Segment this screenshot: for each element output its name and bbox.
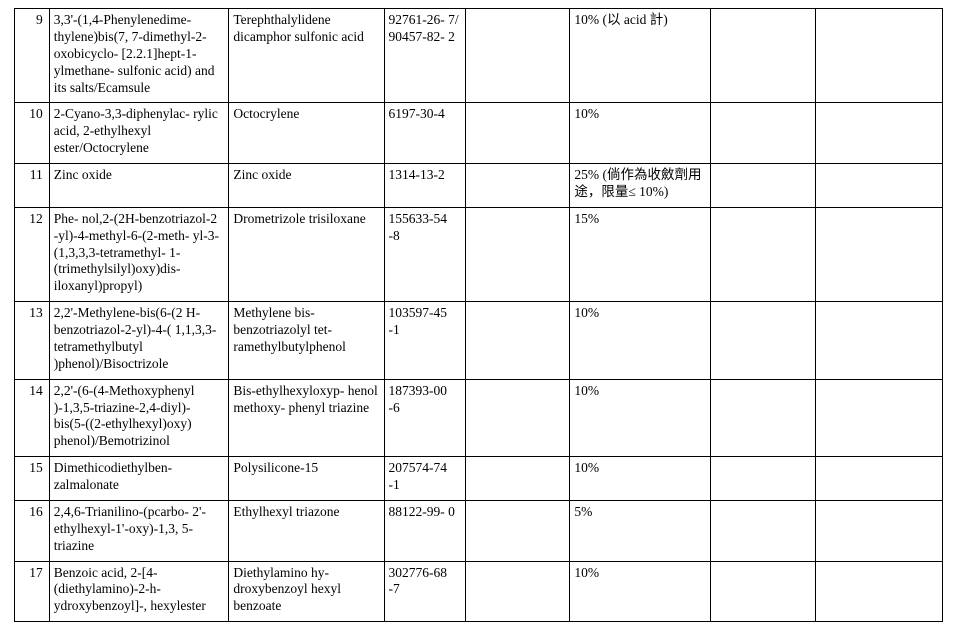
cell-cas-number: 1314-13-2 — [384, 164, 466, 208]
table-row: 16 2,4,6-Trianilino-(pcarbo- 2'-ethylhex… — [15, 500, 943, 561]
cell-cas-number: 88122-99- 0 — [384, 500, 466, 561]
cell-cas-number: 207574-74 -1 — [384, 457, 466, 501]
cell-blank-b — [711, 379, 816, 457]
table-row: 15 Dimethicodiethylben- zalmalonate Poly… — [15, 457, 943, 501]
cell-blank-b — [711, 302, 816, 380]
cell-blank-c — [816, 379, 943, 457]
table-row: 13 2,2'-Methylene-bis(6-(2 H-benzotriazo… — [15, 302, 943, 380]
cell-index: 11 — [15, 164, 50, 208]
cell-max-concentration: 10% — [570, 103, 711, 164]
cell-chemical-name: 2,2'-Methylene-bis(6-(2 H-benzotriazol-2… — [49, 302, 229, 380]
cell-blank-b — [711, 103, 816, 164]
table-row: 12 Phe- nol,2-(2H-benzotriazol-2 -yl)-4-… — [15, 207, 943, 301]
cell-blank-c — [816, 561, 943, 622]
cell-blank-b — [711, 9, 816, 103]
cell-max-concentration: 10% — [570, 379, 711, 457]
cell-blank-c — [816, 103, 943, 164]
cell-chemical-name: Zinc oxide — [49, 164, 229, 208]
cell-common-name: Octocrylene — [229, 103, 384, 164]
cell-blank-a — [466, 457, 570, 501]
cell-index: 12 — [15, 207, 50, 301]
cell-index: 17 — [15, 561, 50, 622]
cell-cas-number: 187393-00 -6 — [384, 379, 466, 457]
cell-common-name: Bis-ethylhexyloxyp- henol methoxy- pheny… — [229, 379, 384, 457]
cell-blank-a — [466, 302, 570, 380]
cell-blank-a — [466, 500, 570, 561]
cell-common-name: Methylene bis-benzotriazolyl tet- rameth… — [229, 302, 384, 380]
cell-blank-b — [711, 561, 816, 622]
cell-max-concentration: 15% — [570, 207, 711, 301]
cell-common-name: Drometrizole trisiloxane — [229, 207, 384, 301]
cell-common-name: Diethylamino hy- droxybenzoyl hexyl benz… — [229, 561, 384, 622]
cell-blank-a — [466, 561, 570, 622]
cell-blank-b — [711, 164, 816, 208]
cell-cas-number: 92761-26- 7/ 90457-82- 2 — [384, 9, 466, 103]
cell-common-name: Zinc oxide — [229, 164, 384, 208]
cell-cas-number: 302776-68 -7 — [384, 561, 466, 622]
cell-blank-a — [466, 103, 570, 164]
cell-cas-number: 6197-30-4 — [384, 103, 466, 164]
page-container: 9 3,3'-(1,4-Phenylenedime- thylene)bis(7… — [0, 0, 957, 630]
cell-chemical-name: 2,4,6-Trianilino-(pcarbo- 2'-ethylhexyl-… — [49, 500, 229, 561]
cell-chemical-name: 2,2'-(6-(4-Methoxyphenyl )-1,3,5-triazin… — [49, 379, 229, 457]
regulation-table: 9 3,3'-(1,4-Phenylenedime- thylene)bis(7… — [14, 8, 943, 622]
cell-blank-b — [711, 500, 816, 561]
cell-blank-a — [466, 207, 570, 301]
cell-max-concentration: 10% — [570, 302, 711, 380]
cell-chemical-name: Benzoic acid, 2-[4-(diethylamino)-2-h- y… — [49, 561, 229, 622]
cell-blank-b — [711, 457, 816, 501]
cell-cas-number: 155633-54 -8 — [384, 207, 466, 301]
cell-index: 15 — [15, 457, 50, 501]
table-row: 14 2,2'-(6-(4-Methoxyphenyl )-1,3,5-tria… — [15, 379, 943, 457]
cell-index: 13 — [15, 302, 50, 380]
cell-blank-b — [711, 207, 816, 301]
cell-max-concentration: 10% — [570, 457, 711, 501]
cell-common-name: Ethylhexyl triazone — [229, 500, 384, 561]
cell-max-concentration: 10% (以 acid 計) — [570, 9, 711, 103]
cell-blank-c — [816, 207, 943, 301]
cell-blank-a — [466, 9, 570, 103]
table-row: 11 Zinc oxide Zinc oxide 1314-13-2 25% (… — [15, 164, 943, 208]
cell-index: 9 — [15, 9, 50, 103]
cell-index: 10 — [15, 103, 50, 164]
cell-blank-c — [816, 500, 943, 561]
cell-blank-c — [816, 302, 943, 380]
cell-chemical-name: Phe- nol,2-(2H-benzotriazol-2 -yl)-4-met… — [49, 207, 229, 301]
cell-blank-c — [816, 457, 943, 501]
regulation-table-body: 9 3,3'-(1,4-Phenylenedime- thylene)bis(7… — [15, 9, 943, 622]
cell-cas-number: 103597-45 -1 — [384, 302, 466, 380]
cell-blank-a — [466, 379, 570, 457]
cell-common-name: Polysilicone-15 — [229, 457, 384, 501]
cell-blank-a — [466, 164, 570, 208]
cell-index: 16 — [15, 500, 50, 561]
cell-chemical-name: 3,3'-(1,4-Phenylenedime- thylene)bis(7, … — [49, 9, 229, 103]
table-row: 10 2-Cyano-3,3-diphenylac- rylic acid, 2… — [15, 103, 943, 164]
cell-index: 14 — [15, 379, 50, 457]
table-row: 17 Benzoic acid, 2-[4-(diethylamino)-2-h… — [15, 561, 943, 622]
cell-common-name: Terephthalylidene dicamphor sulfonic aci… — [229, 9, 384, 103]
table-row: 9 3,3'-(1,4-Phenylenedime- thylene)bis(7… — [15, 9, 943, 103]
cell-max-concentration: 25% (倘作為收斂劑用 途，限量≤ 10%) — [570, 164, 711, 208]
cell-max-concentration: 10% — [570, 561, 711, 622]
cell-max-concentration: 5% — [570, 500, 711, 561]
cell-chemical-name: 2-Cyano-3,3-diphenylac- rylic acid, 2-et… — [49, 103, 229, 164]
cell-chemical-name: Dimethicodiethylben- zalmalonate — [49, 457, 229, 501]
cell-blank-c — [816, 164, 943, 208]
cell-blank-c — [816, 9, 943, 103]
